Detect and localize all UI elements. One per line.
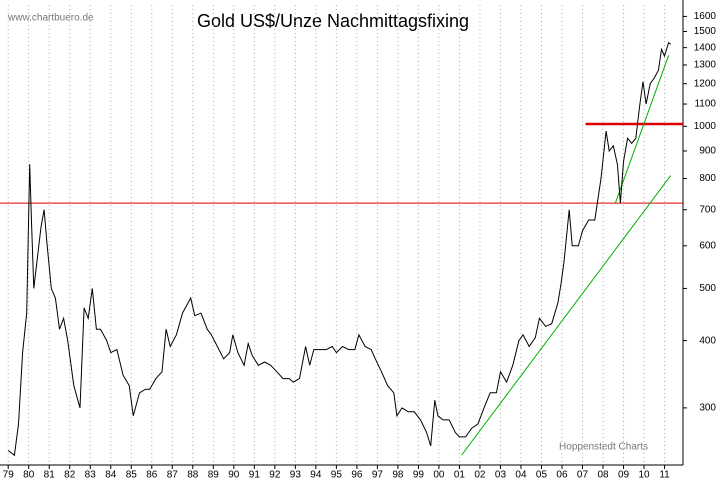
x-tick-label: 84 (105, 470, 117, 481)
x-tick-label: 89 (208, 470, 220, 481)
x-tick-label: 87 (167, 470, 179, 481)
y-tick-label: 1200 (694, 78, 717, 89)
x-tick-label: 01 (454, 470, 466, 481)
x-tick-label: 02 (474, 470, 486, 481)
x-tick-label: 06 (556, 470, 568, 481)
x-tick-label: 86 (146, 470, 158, 481)
credit: Hoppenstedt Charts (559, 442, 648, 453)
x-tick-label: 95 (331, 470, 343, 481)
y-tick-label: 500 (699, 283, 716, 294)
x-tick-label: 92 (269, 470, 281, 481)
y-tick-label: 1100 (694, 99, 716, 110)
y-tick-label: 1500 (694, 26, 717, 37)
trend-line (461, 175, 672, 456)
y-tick-label: 1400 (694, 42, 717, 53)
x-tick-label: 10 (638, 470, 650, 481)
y-tick-label: 700 (699, 204, 716, 215)
x-tick-label: 88 (187, 470, 199, 481)
y-tick-label: 600 (699, 240, 716, 251)
x-tick-label: 03 (495, 470, 507, 481)
x-tick-label: 90 (228, 470, 240, 481)
x-tick-label: 80 (23, 470, 35, 481)
x-tick-label: 94 (310, 470, 322, 481)
x-tick-label: 09 (618, 470, 630, 481)
y-tick-label: 1300 (694, 60, 717, 71)
x-tick-label: 91 (249, 470, 261, 481)
x-tick-label: 85 (126, 470, 138, 481)
source: www.chartbuero.de (7, 13, 94, 24)
chart-title: Gold US$/Unze Nachmittagsfixing (197, 11, 469, 31)
x-tick-label: 11 (659, 470, 670, 481)
x-tick-label: 82 (64, 470, 76, 481)
x-tick-label: 93 (290, 470, 302, 481)
x-tick-label: 04 (515, 470, 527, 481)
x-tick-label: 99 (413, 470, 425, 481)
y-tick-label: 1600 (694, 11, 717, 22)
x-tick-label: 07 (577, 470, 589, 481)
x-tick-label: 96 (351, 470, 363, 481)
x-tick-label: 97 (372, 470, 384, 481)
y-tick-label: 300 (699, 403, 716, 414)
x-tick-label: 83 (85, 470, 97, 481)
price-line (7, 41, 672, 457)
y-tick-label: 400 (699, 335, 716, 346)
x-tick-label: 98 (392, 470, 404, 481)
trend-line (614, 55, 670, 204)
y-tick-label: 900 (699, 146, 716, 157)
x-tick-label: 81 (44, 470, 56, 481)
y-tick-label: 1000 (694, 121, 717, 132)
x-tick-label: 05 (536, 470, 548, 481)
y-tick-label: 800 (699, 173, 716, 184)
x-tick-label: 00 (433, 470, 445, 481)
x-tick-label: 08 (597, 470, 609, 481)
x-tick-label: 79 (3, 470, 15, 481)
